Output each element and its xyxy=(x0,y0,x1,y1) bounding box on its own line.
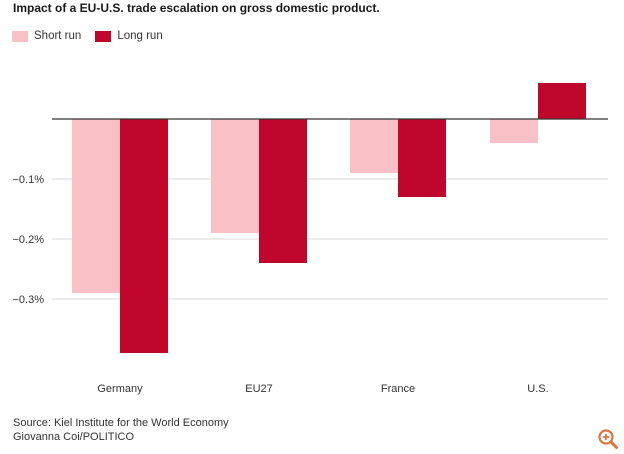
zoom-lens xyxy=(598,429,614,445)
x-tick-label: EU27 xyxy=(245,383,273,395)
legend-label-short-run: Short run xyxy=(34,30,82,42)
footer: Source: Kiel Institute for the World Eco… xyxy=(13,416,229,444)
bar-short-run-france xyxy=(350,119,398,173)
bar-short-run-us xyxy=(490,119,538,143)
bars xyxy=(72,83,586,353)
credit-note: Giovanna Coi/POLITICO xyxy=(13,431,135,443)
y-tick-label: −0.3% xyxy=(13,294,45,306)
x-tick-label: France xyxy=(381,383,415,395)
bar-long-run-germany xyxy=(120,119,168,353)
legend-item-short-run: Short run xyxy=(12,30,81,42)
legend-swatch-short-run xyxy=(12,30,28,42)
y-tick-label: −0.2% xyxy=(13,234,45,246)
bar-short-run-eu27 xyxy=(211,119,259,233)
legend: Short run Long run xyxy=(12,30,177,42)
legend-item-long-run: Long run xyxy=(95,30,163,42)
chart-title: Impact of a EU-U.S. trade escalation on … xyxy=(13,1,380,15)
legend-label-long-run: Long run xyxy=(117,30,163,42)
y-tick-label: −0.1% xyxy=(13,174,45,186)
x-tick-label: U.S. xyxy=(527,383,548,395)
bar-long-run-us xyxy=(538,83,586,119)
bar-short-run-germany xyxy=(72,119,120,293)
bar-long-run-france xyxy=(398,119,446,197)
zoom-in-icon[interactable] xyxy=(597,428,619,450)
source-note: Source: Kiel Institute for the World Eco… xyxy=(13,417,229,429)
bar-long-run-eu27 xyxy=(259,119,307,263)
tick-labels: −0.1% −0.2% −0.3% Germany EU27 France U.S. xyxy=(13,174,549,395)
x-tick-label: Germany xyxy=(97,383,143,395)
zoom-handle xyxy=(609,440,618,449)
legend-swatch-long-run xyxy=(95,30,112,42)
